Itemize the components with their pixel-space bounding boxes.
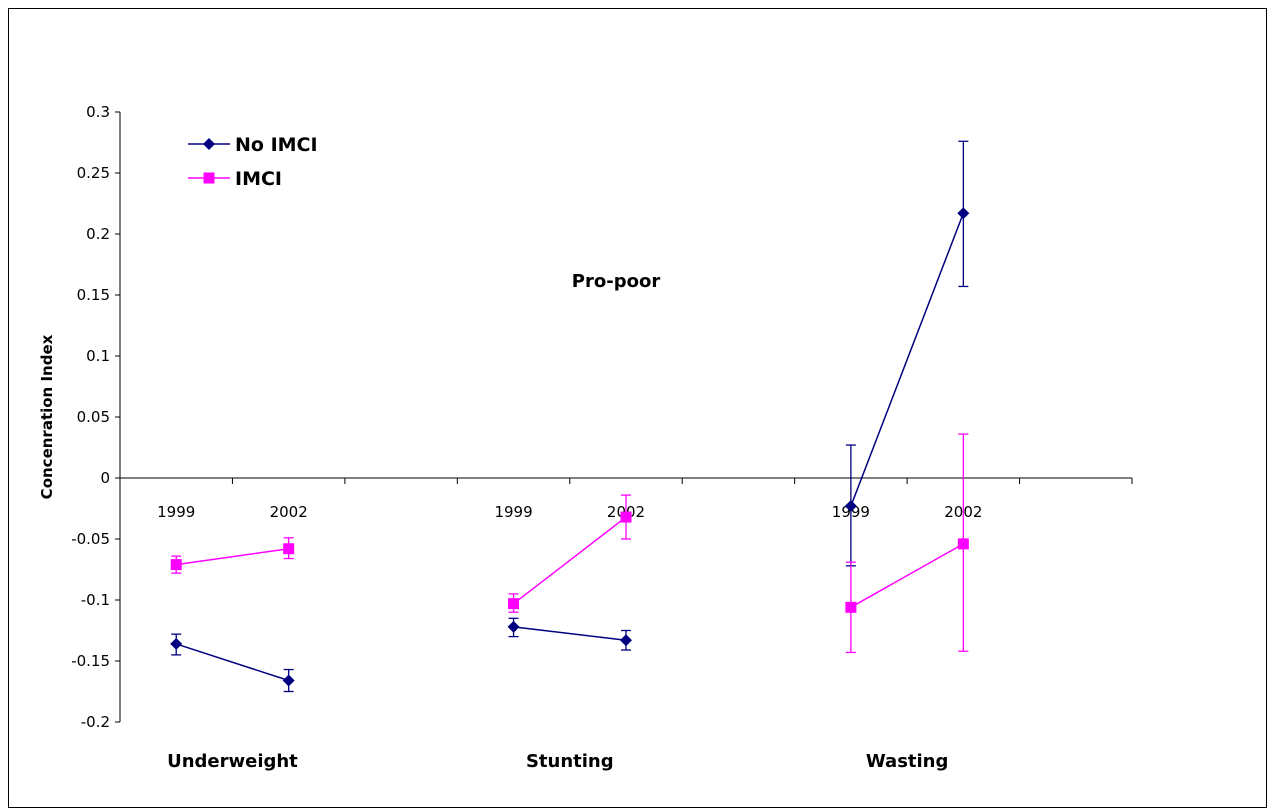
group-label: Underweight — [167, 751, 298, 772]
series-line — [850, 212, 965, 507]
group-label: Stunting — [526, 751, 614, 772]
data-point — [957, 538, 969, 550]
y-tick-label: 0.05 — [77, 408, 110, 426]
data-point — [845, 601, 857, 613]
y-tick-label: 0.2 — [86, 225, 110, 243]
y-tick-label: -0.1 — [81, 591, 110, 609]
y-tick-label: 0.3 — [86, 103, 110, 121]
series-layer — [170, 140, 970, 693]
series-line — [513, 516, 627, 605]
year-label: 1999 — [157, 503, 195, 521]
legend-label: No IMCI — [235, 134, 318, 156]
data-point — [203, 172, 215, 184]
y-tick-label: -0.05 — [71, 530, 110, 548]
y-ticks: 0.3 0.25 0.2 0.15 0.1 0.05 0 -0.05 -0.1 -0.15 -0.2 — [71, 103, 120, 731]
year-label: 1999 — [494, 503, 532, 521]
series-no-imci — [170, 140, 970, 693]
legend-label: IMCI — [235, 168, 282, 190]
data-point — [283, 543, 295, 555]
data-point — [282, 674, 295, 687]
data-point — [844, 500, 857, 513]
data-point — [507, 620, 520, 633]
y-axis-label: Concenration Index — [38, 334, 56, 499]
year-label: 2002 — [270, 503, 308, 521]
y-tick-label: 0.25 — [77, 164, 110, 182]
legend: No IMCI IMCI — [188, 134, 318, 190]
x-ticks — [231, 478, 1133, 484]
series-line — [513, 626, 627, 642]
concentration-index-chart: 0.3 0.25 0.2 0.15 0.1 0.05 0 -0.05 -0.1 -0.15 -0.2… — [38, 103, 1133, 772]
series-imci — [170, 433, 969, 654]
data-point — [620, 511, 632, 523]
data-point — [203, 138, 215, 150]
group-labels: Underweight Stunting Wasting — [167, 751, 948, 772]
data-point — [170, 559, 182, 571]
chart-frame — [8, 8, 1267, 808]
data-point — [957, 207, 970, 220]
data-point — [508, 598, 520, 610]
pro-poor-annotation: Pro-poor — [572, 271, 661, 292]
series-line — [850, 543, 964, 608]
group-label: Wasting — [866, 751, 949, 772]
series-line — [175, 643, 289, 682]
year-labels: 199920021999200219992002 — [157, 503, 982, 521]
y-tick-label: -0.2 — [81, 713, 110, 731]
y-tick-label: 0.1 — [86, 347, 110, 365]
y-tick-label: -0.15 — [71, 652, 110, 670]
y-tick-label: 0.15 — [77, 286, 110, 304]
data-point — [620, 634, 632, 647]
series-line — [176, 548, 289, 566]
y-tick-label: 0 — [100, 469, 110, 487]
data-point — [170, 637, 183, 650]
